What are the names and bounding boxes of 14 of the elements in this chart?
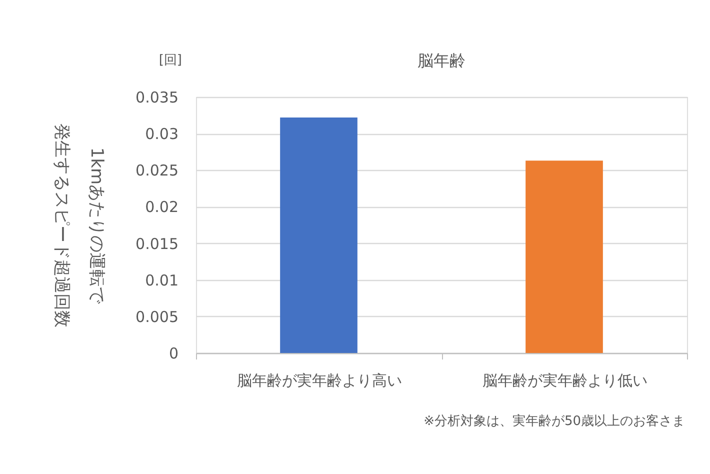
y-tick-label: 0.02 xyxy=(145,198,178,216)
x-tick-label: 脳年齢が実年齢より低い xyxy=(482,372,648,390)
y-axis-title: 1kmあたりの運転で発生するスピード超過回数 xyxy=(52,124,106,328)
x-tick-label: 脳年齢が実年齢より高い xyxy=(236,372,402,390)
y-tick-label: 0.03 xyxy=(145,125,178,144)
chart-title: 脳年齢 xyxy=(418,51,466,70)
y-tick-label: 0.035 xyxy=(136,88,178,106)
y-tick-label: 0.025 xyxy=(136,162,178,180)
y-tick-label: 0.005 xyxy=(136,308,178,326)
text: [回] xyxy=(158,53,182,68)
text: ※分析対象は、実年齢が50歳以上のお客さま xyxy=(424,413,685,429)
y-tick-label: 0 xyxy=(168,344,178,362)
y-tick-label: 0.01 xyxy=(145,271,178,290)
y-tick-label: 0.015 xyxy=(136,234,178,253)
